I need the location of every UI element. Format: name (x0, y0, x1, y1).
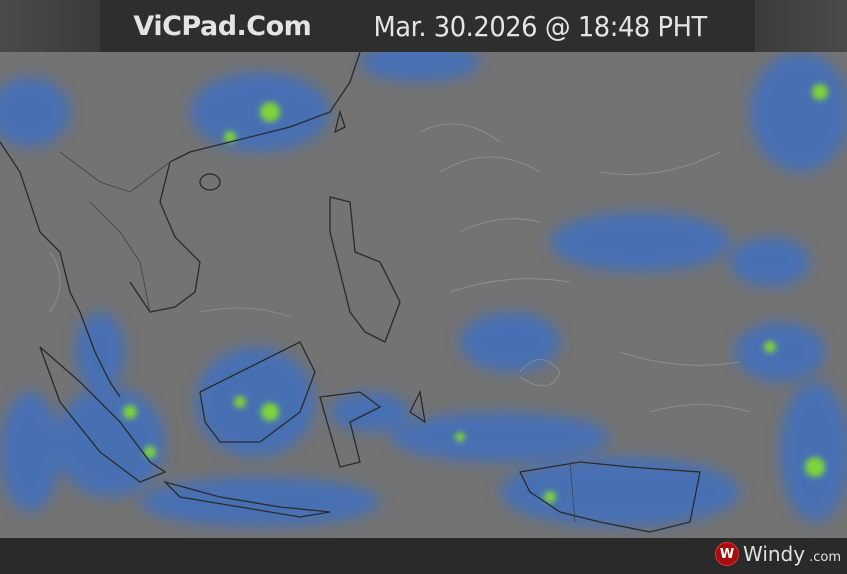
coastlines (0, 52, 701, 533)
title-box: ViCPad.Com Mar. 30.2026 @ 18:48 PHT (100, 0, 755, 52)
weather-map[interactable] (0, 52, 847, 538)
footer-bar: W Windy .com (0, 538, 847, 574)
precipitation-heavy (123, 84, 828, 503)
country-borders (59, 151, 576, 523)
windy-name: Windy (742, 542, 806, 566)
windy-logo-icon: W (714, 542, 739, 566)
map-canvas (0, 52, 847, 533)
windy-brand[interactable]: W Windy .com (714, 542, 841, 566)
wind-streamlines (49, 123, 751, 413)
header-bar: ViCPad.Com Mar. 30.2026 @ 18:48 PHT (0, 0, 847, 52)
precipitation-light (0, 52, 847, 527)
site-name: ViCPad.Com (133, 10, 312, 42)
windy-tld: .com (809, 549, 841, 565)
timestamp: Mar. 30.2026 @ 18:48 PHT (373, 9, 708, 43)
